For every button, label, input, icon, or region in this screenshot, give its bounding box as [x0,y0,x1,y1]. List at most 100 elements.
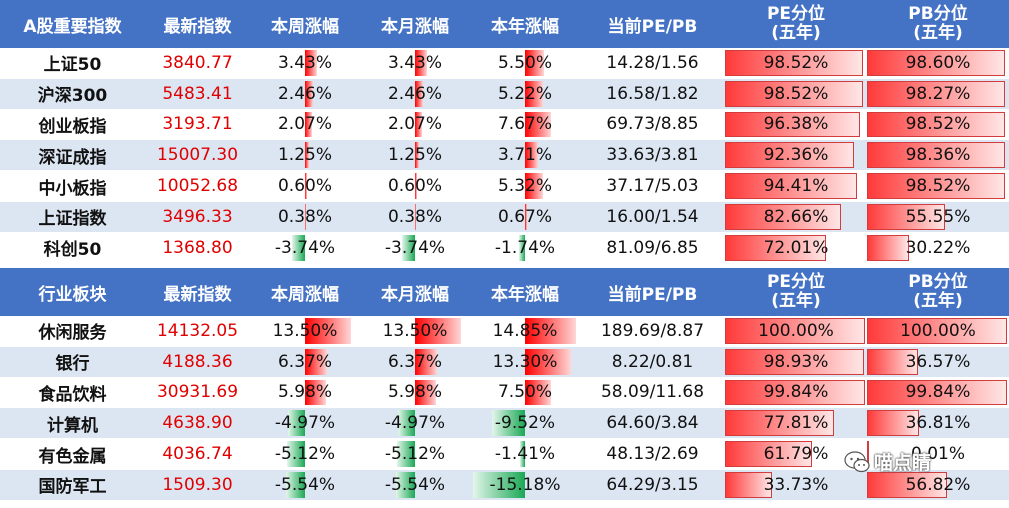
week-change: 1.25% [250,140,360,170]
pe-pb-value: 69.73/8.85 [606,114,699,135]
pe-percentile-value: 98.93% [763,351,829,372]
week-value: -4.97% [274,413,336,434]
pe-pb-value: 33.63/3.81 [606,145,699,166]
pb-percentile-value: 98.36% [905,145,971,166]
year-change: 7.50% [470,378,580,408]
pe-pb-value: 14.28/1.56 [606,52,699,73]
pb-percentile: 36.57% [867,347,1009,377]
header-cell: A股重要指数 [23,16,122,37]
header-cell: 本周涨幅 [271,16,339,37]
year-change: -1.74% [470,233,580,263]
row-name: 创业板指 [38,116,107,137]
latest-index: 3193.71 [162,114,233,135]
pe-percentile-value: 98.52% [763,52,829,73]
year-change: 5.32% [470,171,580,201]
month-change: 6.37% [360,347,470,377]
pe-percentile-bar [725,410,834,437]
week-change: -5.12% [250,439,360,469]
pe-percentile: 82.66% [725,202,867,232]
week-change: 2.07% [250,110,360,140]
month-value: 0.38% [387,206,442,227]
month-value: -5.54% [384,474,446,495]
week-bar [305,50,317,76]
pb-percentile-bar [867,410,919,437]
latest-index: 1509.30 [162,474,233,495]
year-bar [525,142,538,169]
pe-percentile-bar [725,204,841,230]
pe-percentile-value: 100.00% [758,320,834,341]
header-cell: 本年涨幅 [491,284,559,305]
month-change: 3.43% [360,48,470,78]
pe-percentile: 98.52% [725,79,867,109]
pe-pb-value: 81.09/6.85 [606,237,699,258]
month-bar [395,472,415,498]
header-line: (五年) [913,23,963,43]
year-value: -15.18% [489,474,561,495]
week-value: 5.98% [277,382,332,403]
pe-percentile-bar [725,142,855,169]
pe-pb-value: 16.58/1.82 [606,83,699,104]
week-value: -5.54% [274,474,336,495]
month-change: 5.98% [360,378,470,408]
row-name: 有色金属 [38,446,107,467]
year-change: -15.18% [470,470,580,500]
year-value: 5.32% [497,176,552,197]
week-value: 13.50% [272,320,338,341]
pe-percentile: 100.00% [725,316,867,346]
header-cell: 本月涨幅 [381,284,449,305]
year-bar [519,234,525,261]
week-change: 0.60% [250,171,360,201]
header-cell: 行业板块 [38,284,107,305]
year-value: 0.67% [497,206,552,227]
year-change: -9.52% [470,408,580,438]
pb-percentile-value: 98.52% [905,176,971,197]
week-bar [287,441,305,467]
pb-percentile-value: 98.60% [905,52,971,73]
week-bar [292,234,305,261]
header-line: PE分位 [766,4,826,24]
month-change: -5.54% [360,470,470,500]
table-row: 计算机 4638.90 -4.97% -4.97% -9.52% 64.60/3.84 77… [0,408,1009,439]
header-line: (五年) [771,23,821,43]
week-value: -5.12% [274,444,336,465]
year-value: 7.50% [497,382,552,403]
year-bar [472,472,525,498]
pe-percentile-value: 94.41% [763,176,829,197]
month-bar [415,50,427,76]
pe-percentile-bar [725,472,773,498]
month-value: 5.98% [387,382,442,403]
latest-index: 4638.90 [162,413,233,434]
month-value: 2.46% [387,83,442,104]
pb-percentile-bar [867,50,1006,76]
pb-percentile: 98.36% [867,140,1009,170]
month-bar [415,318,462,344]
pe-percentile: 92.36% [725,140,867,170]
month-change: 0.38% [360,202,470,232]
year-value: 7.67% [497,114,552,135]
month-value: 3.43% [387,52,442,73]
header-cell: 当前PE/PB [607,16,698,37]
table-header-row: A股重要指数 最新指数 本周涨幅 本月涨幅 本年涨幅 当前PE/PB PE分位 (五年) PB分… [0,0,1009,48]
year-value: 14.85% [492,320,558,341]
table-header-row: 行业板块 最新指数 本周涨幅 本月涨幅 本年涨幅 当前PE/PB PE分位 (五年) PB分位(… [0,268,1009,316]
pe-percentile-bar [725,50,863,76]
pb-percentile-bar [867,234,910,261]
week-bar [305,204,307,230]
pb-percentile: 98.52% [867,171,1009,201]
pb-percentile: 55.55% [867,202,1009,232]
pe-percentile: 61.79% [725,439,867,469]
year-value: 13.30% [492,351,558,372]
week-change: -4.97% [250,408,360,438]
pe-percentile-value: 72.01% [763,237,829,258]
row-name: 深证成指 [38,147,107,168]
year-change: 14.85% [470,316,580,346]
year-bar [525,111,552,138]
year-bar [520,441,525,467]
pe-pb-value: 64.29/3.15 [606,474,699,495]
month-value: 6.37% [387,351,442,372]
week-change: 6.37% [250,347,360,377]
row-name: 国防军工 [38,477,107,498]
pb-percentile: 98.60% [867,48,1009,78]
week-value: 6.37% [277,351,332,372]
table-row: 上证指数 3496.33 0.38% 0.38% 0.67% 16.00/1.54 82.6… [0,202,1009,232]
